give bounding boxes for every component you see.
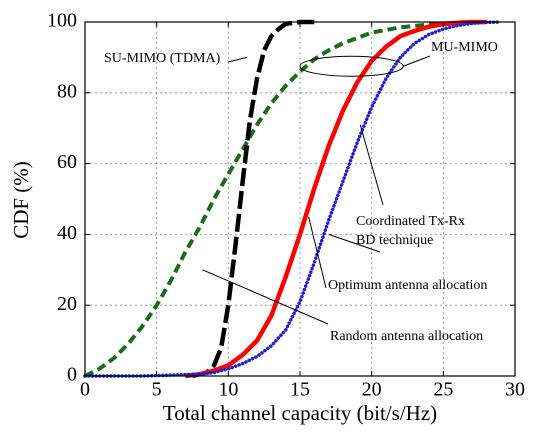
annotation-pointer: [403, 55, 431, 67]
y-tick-label: 60: [57, 151, 77, 173]
annotation-lines: [202, 55, 431, 325]
annotation-random: Random antenna allocation: [330, 329, 483, 344]
annotation-pointer: [227, 56, 248, 63]
annotation-pointer: [328, 233, 381, 253]
annotation-pointer: [202, 269, 329, 325]
x-tick-label: 25: [433, 379, 453, 401]
x-axis-title: Total channel capacity (bit/s/Hz): [163, 401, 437, 425]
y-tick-label: 40: [57, 222, 77, 244]
x-tick-label: 20: [362, 379, 382, 401]
grid: [85, 22, 515, 376]
series-line-random: [84, 20, 487, 378]
annotation-pointer: [359, 124, 384, 206]
series-line-coordinated: [83, 20, 503, 378]
annotation-mu-mimo: MU-MIMO: [431, 40, 498, 55]
x-tick-label: 5: [152, 379, 162, 401]
x-tick-label: 15: [290, 379, 310, 401]
y-tick-label: 20: [57, 293, 77, 315]
tick-labels: 0 5 10 15 20 25 30 0 20 40 60 80 100: [47, 10, 525, 401]
x-tick-label: 0: [80, 379, 90, 401]
y-tick-label: 80: [57, 80, 77, 102]
x-tick-label: 10: [218, 379, 238, 401]
y-tick-label: 0: [67, 364, 77, 386]
annotation-su-mimo: SU-MIMO (TDMA): [104, 51, 221, 66]
annotation-pointer: [308, 216, 327, 289]
annotation-coordinated-1: Coordinated Tx-Rx: [356, 214, 465, 229]
annotation-optimum: Optimum antenna allocation: [328, 278, 487, 293]
series-line-optimum: [185, 19, 487, 379]
y-axis-title: CDF (%): [9, 161, 33, 239]
mu-mimo-ellipse: [299, 55, 404, 77]
series-layer: [83, 19, 503, 379]
y-tick-label: 100: [47, 10, 77, 32]
annotation-coordinated-2: BD technique: [356, 233, 433, 248]
series-line-su_mimo: [191, 19, 315, 379]
x-tick-label: 30: [505, 379, 525, 401]
